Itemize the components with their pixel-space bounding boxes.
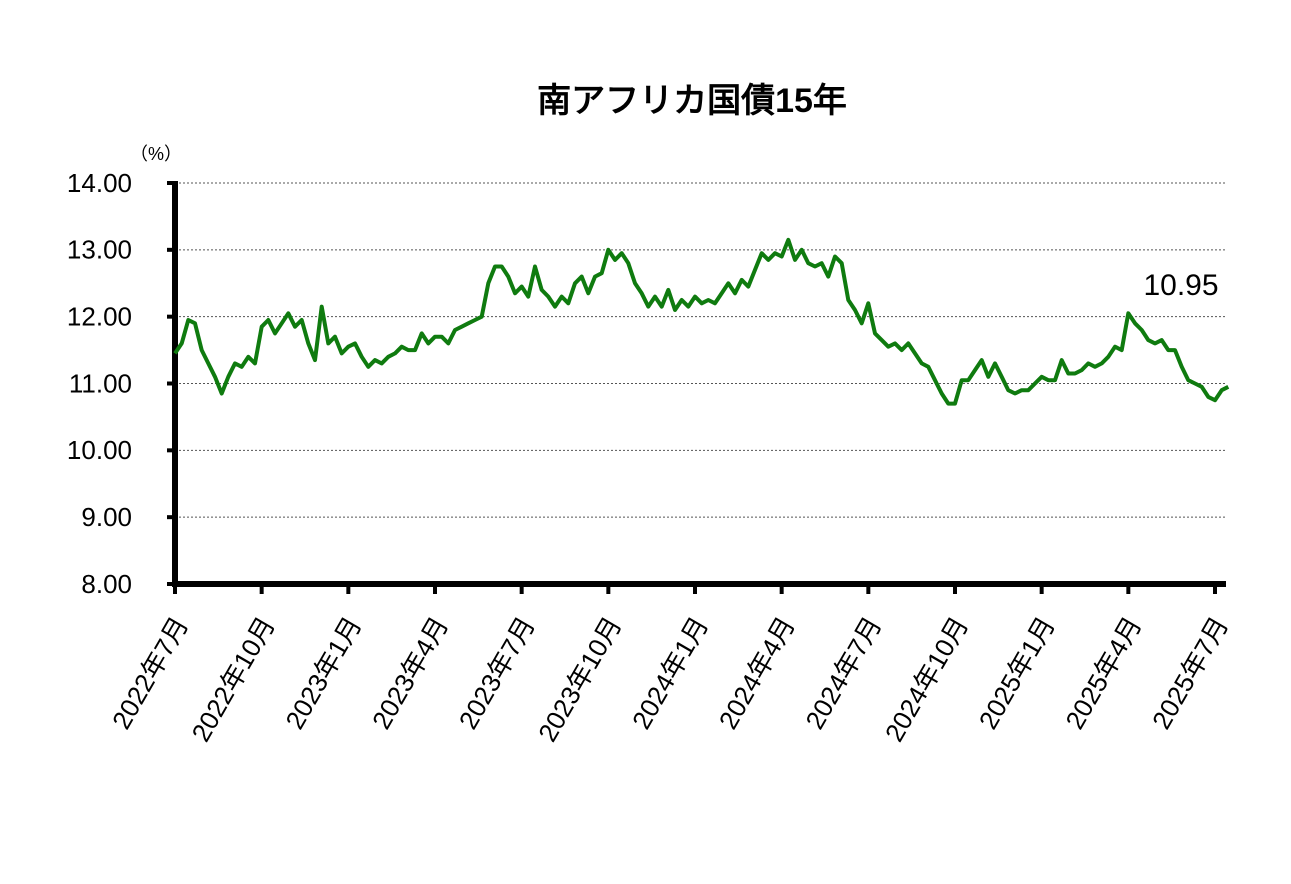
line xyxy=(173,237,1230,406)
y-unit-label: （%） xyxy=(130,144,182,164)
chart-title: 南アフリカ国債15年 xyxy=(537,82,847,120)
y-tick-label: 12.00 xyxy=(67,302,132,332)
x-tick-label: 2023年1月 xyxy=(279,611,367,734)
y-tick-label: 13.00 xyxy=(67,235,132,265)
x-tick-label: 2025年7月 xyxy=(1146,611,1234,734)
x-tick-label: 2023年7月 xyxy=(453,611,541,734)
x-tick-label: 2022年10月 xyxy=(185,611,280,746)
x-tick-label: 2024年10月 xyxy=(879,611,974,746)
x-tick-label: 2023年10月 xyxy=(532,611,627,746)
x-tick-label: 2025年1月 xyxy=(973,611,1061,734)
x-tick-label: 2022年7月 xyxy=(106,611,194,734)
y-tick-label: 14.00 xyxy=(67,168,132,198)
y-tick-label: 11.00 xyxy=(69,368,132,398)
y-tick-label: 9.00 xyxy=(81,502,132,532)
x-tick-label: 2023年4月 xyxy=(366,611,454,734)
x-tick-label: 2025年4月 xyxy=(1059,611,1147,734)
x-tick-label: 2024年7月 xyxy=(799,611,887,734)
x-tick-label: 2024年1月 xyxy=(626,611,714,734)
y-tick-label: 8.00 xyxy=(81,569,132,599)
annotation: 10.95 xyxy=(1143,269,1218,302)
x-tick-label: 2024年4月 xyxy=(713,611,801,734)
y-tick-label: 10.00 xyxy=(67,435,132,465)
